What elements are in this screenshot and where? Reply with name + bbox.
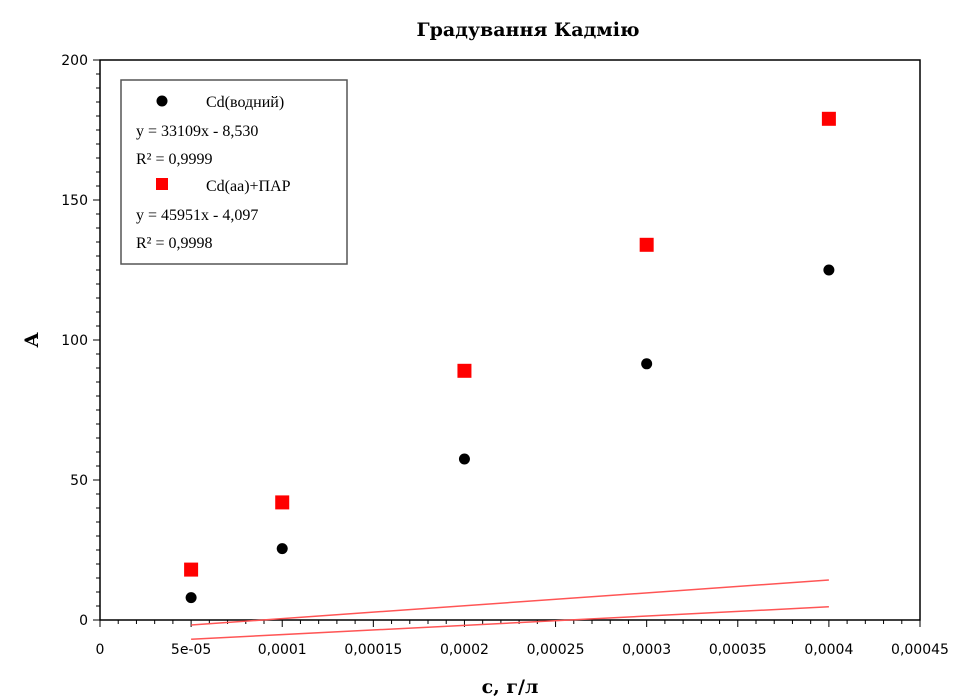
fit-line-series-1 — [191, 606, 829, 640]
legend: Cd(водний) y = 33109x - 8,530 R² = 0,999… — [120, 79, 348, 265]
point-series-1 — [823, 264, 835, 276]
legend-box — [120, 79, 348, 265]
chart-title: Градування Кадмію — [417, 19, 640, 41]
point-series-2 — [639, 237, 654, 252]
y-tick-label: 0 — [79, 613, 88, 629]
y-tick-label: 100 — [61, 333, 88, 349]
y-tick-label: 200 — [61, 53, 88, 69]
x-tick-label: 0,00015 — [344, 642, 402, 658]
y-tick-label: 50 — [70, 473, 88, 489]
x-tick-label: 0,00035 — [709, 642, 767, 658]
fit-line-series-2 — [191, 579, 829, 626]
legend-series-2-equation: y = 45951x - 4,097 — [136, 207, 258, 224]
x-tick-label: 5e-05 — [171, 642, 211, 658]
legend-marker-square — [156, 178, 168, 190]
x-tick-label: 0 — [96, 642, 105, 658]
point-series-2 — [457, 363, 472, 378]
legend-series-1-equation: y = 33109x - 8,530 — [136, 123, 258, 140]
x-tick-label: 0,00045 — [891, 642, 949, 658]
x-tick-label: 0,0001 — [258, 642, 307, 658]
data-points — [184, 111, 836, 604]
point-series-2 — [275, 495, 290, 510]
x-tick-label: 0,0002 — [440, 642, 489, 658]
legend-marker-circle — [156, 95, 168, 107]
legend-series-1-r2: R² = 0,9999 — [136, 151, 213, 168]
axis-ticks: 0 5e-05 0,0001 0,00015 0,0002 0,00025 0,0003 0,… — [61, 53, 949, 658]
point-series-1 — [276, 543, 288, 555]
y-axis-label: A — [21, 332, 43, 348]
x-tick-label: 0,0004 — [804, 642, 853, 658]
point-series-1 — [185, 592, 197, 604]
y-tick-label: 150 — [61, 193, 88, 209]
point-series-2 — [184, 562, 199, 577]
point-series-2 — [821, 111, 836, 126]
legend-series-1-name: Cd(водний) — [206, 94, 284, 111]
point-series-1 — [458, 453, 470, 465]
x-tick-label: 0,0003 — [622, 642, 671, 658]
x-axis-label: c, г/л — [482, 676, 539, 698]
x-tick-label: 0,00025 — [527, 642, 585, 658]
legend-series-2-r2: R² = 0,9998 — [136, 235, 213, 252]
point-series-1 — [641, 358, 653, 370]
fit-lines — [191, 579, 829, 640]
legend-series-2-name: Cd(aa)+ПАР — [206, 178, 291, 195]
